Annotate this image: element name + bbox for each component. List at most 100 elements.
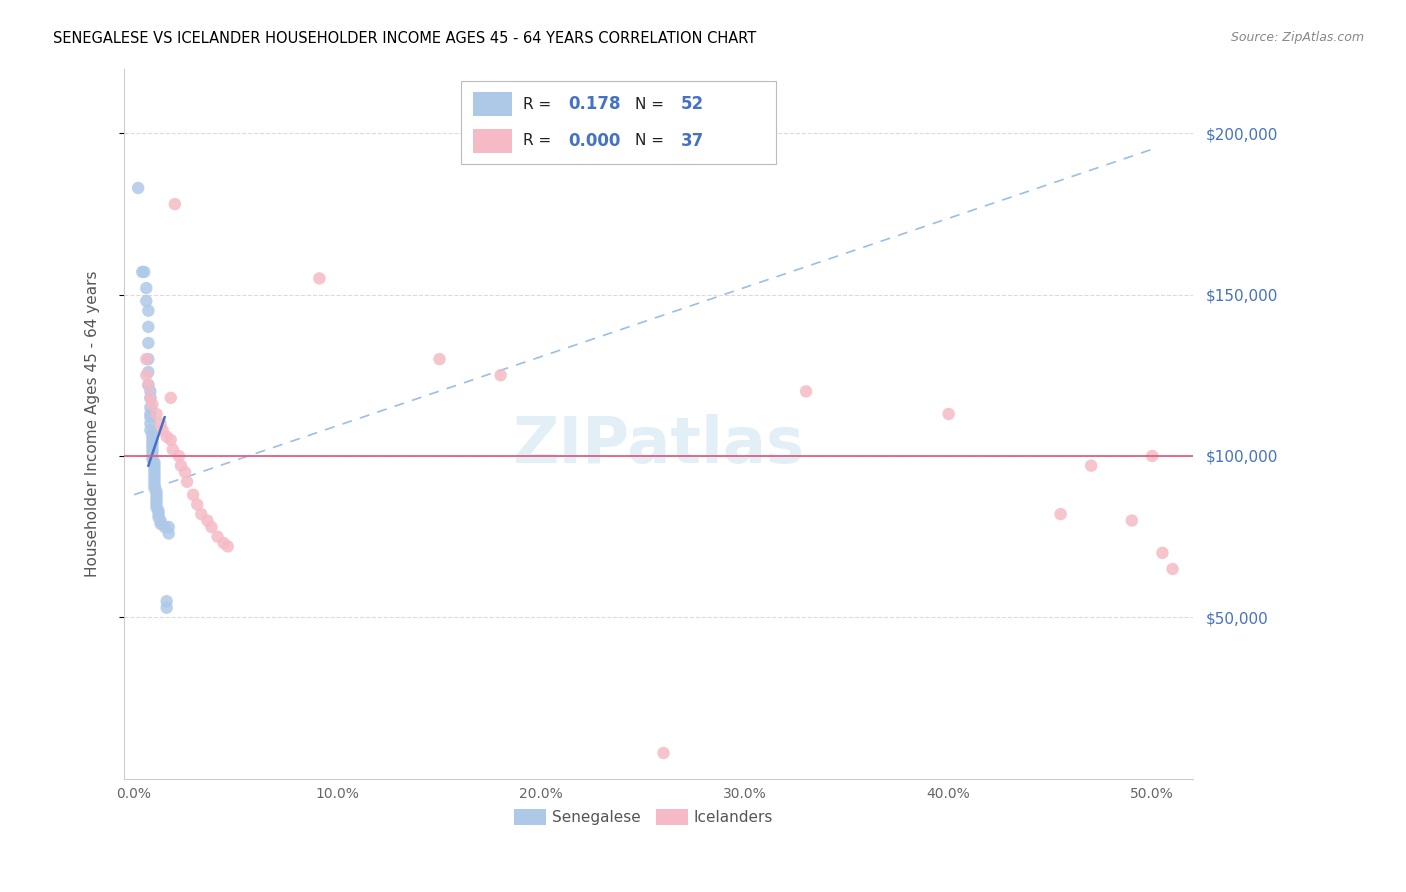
Point [181,488,204,502]
Text: N =: N = [636,96,669,112]
Point [159,391,181,405]
Point [143,468,166,483]
Point [489,368,512,383]
Point [148,504,170,518]
Point [162,442,184,457]
Point [149,514,172,528]
Text: R =: R = [523,134,555,148]
Point [138,365,160,379]
Point [127,181,149,195]
Text: ZIPatlas: ZIPatlas [512,414,804,476]
Point [157,520,180,534]
Point [153,520,176,534]
Point [138,335,160,350]
Text: 0.178: 0.178 [568,95,621,113]
Point [308,271,330,285]
Text: N =: N = [636,134,669,148]
Point [139,417,162,431]
Point [152,423,174,437]
Point [138,303,160,318]
Point [141,433,163,447]
Point [131,265,153,279]
Point [157,526,180,541]
Point [1080,458,1102,473]
FancyBboxPatch shape [515,809,546,825]
Point [190,507,212,521]
Point [145,484,167,499]
Point [1121,514,1143,528]
Point [138,319,160,334]
Point [138,378,160,392]
Point [141,446,163,460]
FancyBboxPatch shape [474,128,512,153]
Point [143,462,166,476]
Point [141,436,163,450]
Point [139,410,162,425]
Point [156,600,179,615]
Point [167,449,190,463]
Point [156,429,179,443]
Point [143,455,166,469]
Point [145,494,167,508]
Text: SENEGALESE VS ICELANDER HOUSEHOLDER INCOME AGES 45 - 64 YEARS CORRELATION CHART: SENEGALESE VS ICELANDER HOUSEHOLDER INCO… [53,31,756,46]
Point [134,265,156,279]
Point [135,352,157,367]
Point [170,458,193,473]
Point [139,391,162,405]
Point [145,491,167,505]
Point [135,281,157,295]
Point [186,497,208,511]
Point [794,384,817,399]
FancyBboxPatch shape [461,80,776,164]
Point [143,465,166,479]
Point [159,433,181,447]
Text: 37: 37 [681,132,704,150]
Y-axis label: Householder Income Ages 45 - 64 years: Householder Income Ages 45 - 64 years [86,270,100,577]
Point [141,449,163,463]
FancyBboxPatch shape [657,809,689,825]
Text: 52: 52 [681,95,704,113]
Point [143,481,166,495]
Point [139,401,162,415]
Point [1161,562,1184,576]
Point [212,536,235,550]
Point [149,516,172,531]
Point [141,442,163,457]
Point [174,465,197,479]
Point [141,426,163,441]
Point [145,407,167,421]
Point [143,472,166,486]
Point [135,368,157,383]
Point [143,475,166,489]
Text: Source: ZipAtlas.com: Source: ZipAtlas.com [1230,31,1364,45]
Point [938,407,960,421]
Point [217,540,239,554]
Text: Senegalese: Senegalese [551,810,640,825]
Point [176,475,198,489]
Point [139,391,162,405]
Point [148,510,170,524]
Point [156,594,179,608]
Point [145,497,167,511]
Point [139,407,162,421]
Point [1152,546,1174,560]
Point [197,514,219,528]
Point [149,417,172,431]
Point [141,429,163,443]
Text: Icelanders: Icelanders [693,810,773,825]
Point [138,352,160,367]
Point [138,378,160,392]
Point [163,197,186,211]
Text: R =: R = [523,96,555,112]
Point [141,452,163,467]
Point [652,746,675,760]
FancyBboxPatch shape [474,92,512,116]
Point [429,352,451,367]
Point [1142,449,1164,463]
Point [139,384,162,399]
Point [145,488,167,502]
Point [141,439,163,453]
Point [148,507,170,521]
Point [143,478,166,492]
Point [141,397,163,411]
